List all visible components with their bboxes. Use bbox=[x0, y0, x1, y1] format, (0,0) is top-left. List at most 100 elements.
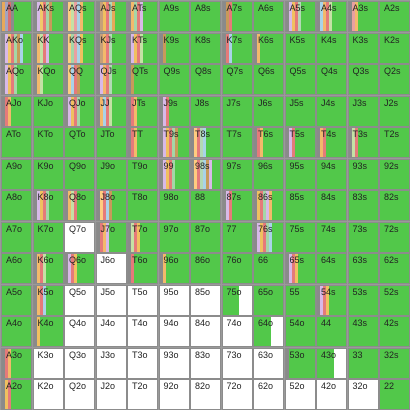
hand-cell-qts[interactable]: QTs bbox=[127, 64, 158, 95]
hand-cell-22[interactable]: 22 bbox=[379, 379, 410, 410]
hand-cell-97s[interactable]: 97s bbox=[221, 158, 253, 190]
hand-cell-77[interactable]: 77 bbox=[221, 221, 253, 253]
hand-cell-a3s[interactable]: A3s bbox=[347, 1, 379, 32]
hand-cell-74s[interactable]: 74s bbox=[316, 221, 347, 253]
hand-cell-j4o[interactable]: J4o bbox=[95, 316, 127, 347]
hand-cell-54s[interactable]: 54s bbox=[316, 284, 347, 316]
hand-cell-kjo[interactable]: KJo bbox=[32, 95, 64, 127]
hand-cell-62s[interactable]: 62s bbox=[379, 253, 410, 284]
hand-cell-q6s[interactable]: Q6s bbox=[253, 64, 284, 95]
hand-cell-aqo[interactable]: AQo bbox=[1, 64, 32, 95]
hand-cell-54o[interactable]: 54o bbox=[284, 316, 316, 347]
hand-cell-52o[interactable]: 52o bbox=[284, 379, 316, 410]
hand-cell-j6s[interactable]: J6s bbox=[253, 95, 284, 127]
hand-cell-55[interactable]: 55 bbox=[284, 284, 316, 316]
hand-cell-75o[interactable]: 75o bbox=[221, 284, 253, 316]
hand-cell-a8o[interactable]: A8o bbox=[1, 190, 32, 221]
hand-cell-k7o[interactable]: K7o bbox=[32, 221, 64, 253]
hand-cell-88[interactable]: 88 bbox=[190, 190, 221, 221]
hand-cell-k7s[interactable]: K7s bbox=[221, 32, 253, 64]
hand-cell-75s[interactable]: 75s bbox=[284, 221, 316, 253]
hand-cell-t3s[interactable]: T3s bbox=[347, 127, 379, 158]
hand-cell-k9o[interactable]: K9o bbox=[32, 158, 64, 190]
hand-cell-94o[interactable]: 94o bbox=[158, 316, 190, 347]
hand-cell-j9o[interactable]: J9o bbox=[95, 158, 127, 190]
hand-cell-q2o[interactable]: Q2o bbox=[64, 379, 95, 410]
hand-cell-44[interactable]: 44 bbox=[316, 316, 347, 347]
hand-cell-k8o[interactable]: K8o bbox=[32, 190, 64, 221]
hand-cell-98o[interactable]: 98o bbox=[158, 190, 190, 221]
hand-cell-j5o[interactable]: J5o bbox=[95, 284, 127, 316]
hand-cell-jts[interactable]: JTs bbox=[127, 95, 158, 127]
hand-cell-96o[interactable]: 96o bbox=[158, 253, 190, 284]
hand-cell-kjs[interactable]: KJs bbox=[95, 32, 127, 64]
hand-cell-a9s[interactable]: A9s bbox=[158, 1, 190, 32]
hand-cell-42s[interactable]: 42s bbox=[379, 316, 410, 347]
hand-cell-t5s[interactable]: T5s bbox=[284, 127, 316, 158]
hand-cell-72o[interactable]: 72o bbox=[221, 379, 253, 410]
hand-cell-qto[interactable]: QTo bbox=[64, 127, 95, 158]
hand-cell-j8s[interactable]: J8s bbox=[190, 95, 221, 127]
hand-cell-k6s[interactable]: K6s bbox=[253, 32, 284, 64]
hand-cell-32o[interactable]: 32o bbox=[347, 379, 379, 410]
hand-cell-k4o[interactable]: K4o bbox=[32, 316, 64, 347]
hand-cell-t6o[interactable]: T6o bbox=[127, 253, 158, 284]
hand-cell-ako[interactable]: AKo bbox=[1, 32, 32, 64]
hand-cell-j9s[interactable]: J9s bbox=[158, 95, 190, 127]
hand-cell-85o[interactable]: 85o bbox=[190, 284, 221, 316]
hand-cell-a6s[interactable]: A6s bbox=[253, 1, 284, 32]
hand-cell-qq[interactable]: QQ bbox=[64, 64, 95, 95]
hand-cell-93o[interactable]: 93o bbox=[158, 347, 190, 379]
hand-cell-t2o[interactable]: T2o bbox=[127, 379, 158, 410]
hand-cell-82o[interactable]: 82o bbox=[190, 379, 221, 410]
hand-cell-85s[interactable]: 85s bbox=[284, 190, 316, 221]
hand-cell-j5s[interactable]: J5s bbox=[284, 95, 316, 127]
hand-cell-t9s[interactable]: T9s bbox=[158, 127, 190, 158]
hand-cell-kk[interactable]: KK bbox=[32, 32, 64, 64]
hand-cell-83o[interactable]: 83o bbox=[190, 347, 221, 379]
hand-cell-ajs[interactable]: AJs bbox=[95, 1, 127, 32]
hand-cell-a9o[interactable]: A9o bbox=[1, 158, 32, 190]
hand-cell-j2s[interactable]: J2s bbox=[379, 95, 410, 127]
hand-cell-t4s[interactable]: T4s bbox=[316, 127, 347, 158]
hand-cell-t9o[interactable]: T9o bbox=[127, 158, 158, 190]
hand-cell-k5s[interactable]: K5s bbox=[284, 32, 316, 64]
hand-cell-k9s[interactable]: K9s bbox=[158, 32, 190, 64]
hand-cell-86s[interactable]: 86s bbox=[253, 190, 284, 221]
hand-cell-64s[interactable]: 64s bbox=[316, 253, 347, 284]
hand-cell-74o[interactable]: 74o bbox=[221, 316, 253, 347]
hand-cell-a3o[interactable]: A3o bbox=[1, 347, 32, 379]
hand-cell-94s[interactable]: 94s bbox=[316, 158, 347, 190]
hand-cell-q8s[interactable]: Q8s bbox=[190, 64, 221, 95]
hand-cell-j8o[interactable]: J8o bbox=[95, 190, 127, 221]
hand-cell-a6o[interactable]: A6o bbox=[1, 253, 32, 284]
hand-cell-jto[interactable]: JTo bbox=[95, 127, 127, 158]
hand-cell-32s[interactable]: 32s bbox=[379, 347, 410, 379]
hand-cell-k3o[interactable]: K3o bbox=[32, 347, 64, 379]
hand-cell-k5o[interactable]: K5o bbox=[32, 284, 64, 316]
hand-cell-87o[interactable]: 87o bbox=[190, 221, 221, 253]
hand-cell-q8o[interactable]: Q8o bbox=[64, 190, 95, 221]
hand-cell-j3o[interactable]: J3o bbox=[95, 347, 127, 379]
hand-cell-a4s[interactable]: A4s bbox=[316, 1, 347, 32]
hand-cell-kqo[interactable]: KQo bbox=[32, 64, 64, 95]
hand-cell-aks[interactable]: AKs bbox=[32, 1, 64, 32]
hand-cell-k6o[interactable]: K6o bbox=[32, 253, 64, 284]
hand-cell-q4s[interactable]: Q4s bbox=[316, 64, 347, 95]
hand-cell-65o[interactable]: 65o bbox=[253, 284, 284, 316]
hand-cell-k2s[interactable]: K2s bbox=[379, 32, 410, 64]
hand-cell-84o[interactable]: 84o bbox=[190, 316, 221, 347]
hand-cell-86o[interactable]: 86o bbox=[190, 253, 221, 284]
hand-cell-72s[interactable]: 72s bbox=[379, 221, 410, 253]
hand-cell-k8s[interactable]: K8s bbox=[190, 32, 221, 64]
hand-cell-53o[interactable]: 53o bbox=[284, 347, 316, 379]
hand-cell-j7o[interactable]: J7o bbox=[95, 221, 127, 253]
hand-cell-t7o[interactable]: T7o bbox=[127, 221, 158, 253]
hand-cell-99[interactable]: 99 bbox=[158, 158, 190, 190]
hand-cell-t2s[interactable]: T2s bbox=[379, 127, 410, 158]
hand-cell-52s[interactable]: 52s bbox=[379, 284, 410, 316]
hand-cell-j3s[interactable]: J3s bbox=[347, 95, 379, 127]
hand-cell-q2s[interactable]: Q2s bbox=[379, 64, 410, 95]
hand-cell-33[interactable]: 33 bbox=[347, 347, 379, 379]
hand-cell-63o[interactable]: 63o bbox=[253, 347, 284, 379]
